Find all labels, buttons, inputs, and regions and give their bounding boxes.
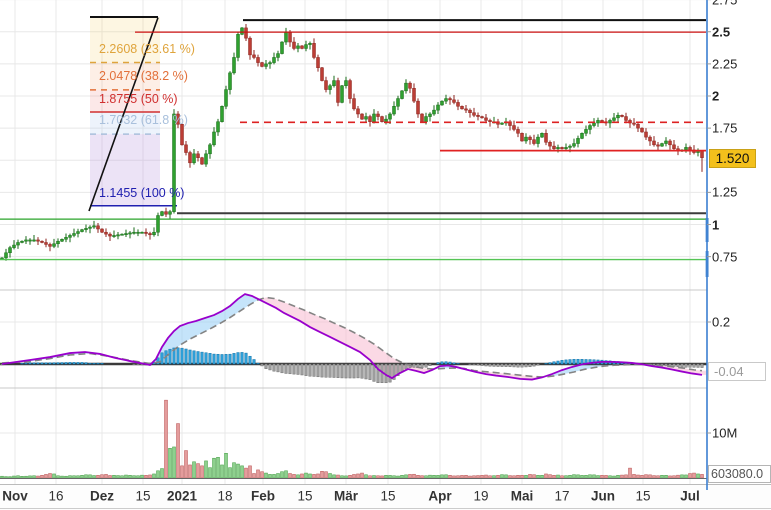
- volume-panel: [0, 399, 707, 479]
- ascending-trendline: [88, 17, 159, 212]
- candles-layer: [0, 24, 704, 261]
- x-tick-label-mär: Mär: [333, 488, 359, 504]
- x-tick-label-15: 15: [297, 488, 313, 504]
- fib-label-50: 1.8755 (50 %): [99, 91, 178, 106]
- price-tick-label: 2: [712, 88, 720, 104]
- x-tick-label-2021: 2021: [166, 488, 198, 504]
- last-price-badge: 1.520: [709, 149, 756, 168]
- fib-label-100: 1.1455 (100 %): [99, 185, 185, 200]
- macd-tick-label: 0.2: [712, 314, 731, 330]
- fibonacci-retracement: [90, 16, 177, 207]
- price-tick-label: 0.75: [712, 249, 738, 265]
- macd-line: [1, 293, 703, 381]
- x-tick-label-nov: Nov: [2, 488, 28, 504]
- fib-label-38-2: 2.0478 (38.2 %): [99, 68, 188, 83]
- fib-label-61-8: 1.7032 (61.8 %): [99, 112, 188, 127]
- x-tick-label-feb: Feb: [250, 488, 276, 504]
- x-tick-label-19: 19: [473, 488, 489, 504]
- x-tick-label-mai: Mai: [510, 488, 534, 504]
- price-tick-label: 1.25: [712, 184, 738, 200]
- macd-signal-line: [1, 296, 703, 378]
- x-tick-label-jun: Jun: [590, 488, 616, 504]
- macd-value-badge: -0.04: [708, 362, 766, 381]
- price-tick-label: 1.75: [712, 120, 738, 136]
- price-axis[interactable]: [707, 0, 771, 484]
- x-tick-label-15: 15: [635, 488, 651, 504]
- fib-label-23-61: 2.2608 (23.61 %): [99, 41, 195, 56]
- macd-panel: [0, 293, 707, 384]
- x-tick-label-17: 17: [554, 488, 570, 504]
- price-tick-label: 2.5: [712, 24, 731, 40]
- x-tick-label-18: 18: [217, 488, 233, 504]
- x-tick-label-apr: Apr: [428, 488, 452, 504]
- x-tick-label-jul: Jul: [680, 488, 700, 504]
- price-tick-label: 2.25: [712, 56, 738, 72]
- price-tick-label: 2.75: [712, 0, 737, 6]
- x-tick-label-dez: Dez: [89, 488, 115, 504]
- x-tick-label-15: 15: [380, 488, 396, 504]
- x-tick-label-15: 15: [135, 488, 151, 504]
- overlay-lines-layer: [0, 15, 706, 261]
- volume-tick-label: 10M: [712, 425, 738, 441]
- x-tick-label-16: 16: [48, 488, 64, 504]
- volume-value-badge: 603080.0: [708, 465, 771, 483]
- price-tick-label: 1: [712, 217, 720, 232]
